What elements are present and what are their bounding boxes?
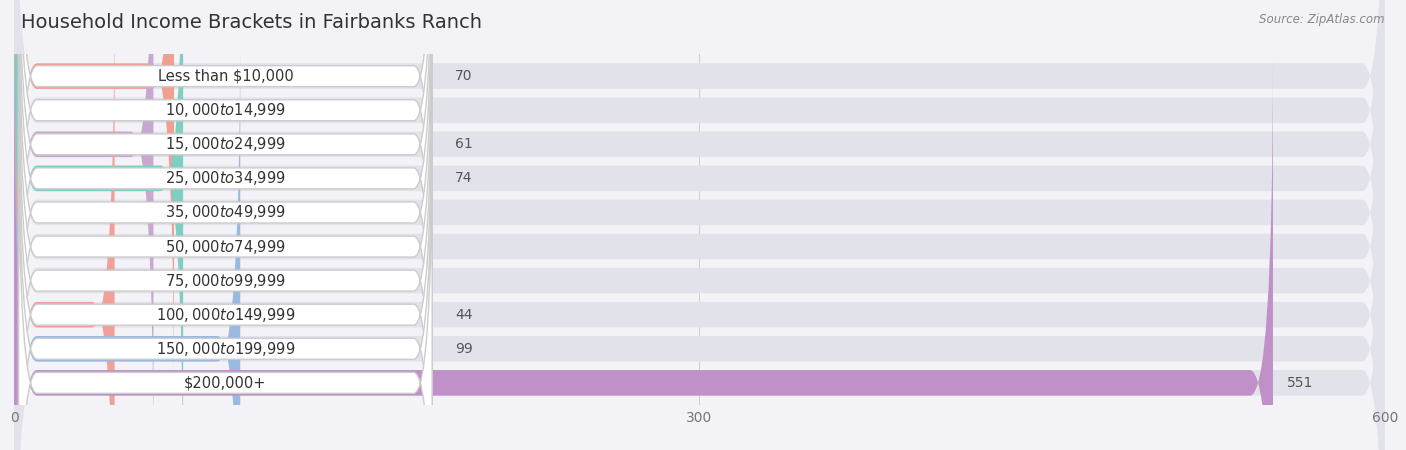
- Text: 99: 99: [456, 342, 472, 356]
- FancyBboxPatch shape: [14, 21, 240, 450]
- FancyBboxPatch shape: [14, 0, 1385, 450]
- Text: Source: ZipAtlas.com: Source: ZipAtlas.com: [1260, 14, 1385, 27]
- FancyBboxPatch shape: [14, 0, 115, 450]
- Text: 70: 70: [456, 69, 472, 83]
- FancyBboxPatch shape: [18, 87, 432, 450]
- FancyBboxPatch shape: [14, 21, 1385, 450]
- Text: 44: 44: [456, 308, 472, 322]
- Text: $200,000+: $200,000+: [184, 375, 267, 390]
- Text: $75,000 to $99,999: $75,000 to $99,999: [165, 272, 285, 290]
- FancyBboxPatch shape: [14, 0, 183, 450]
- FancyBboxPatch shape: [14, 0, 1385, 404]
- Text: 74: 74: [456, 171, 472, 185]
- Text: 61: 61: [456, 137, 472, 151]
- FancyBboxPatch shape: [14, 55, 1385, 450]
- FancyBboxPatch shape: [18, 0, 432, 338]
- FancyBboxPatch shape: [18, 0, 432, 441]
- FancyBboxPatch shape: [14, 55, 1272, 450]
- FancyBboxPatch shape: [14, 0, 1385, 438]
- FancyBboxPatch shape: [14, 0, 153, 450]
- FancyBboxPatch shape: [18, 0, 432, 406]
- Text: $25,000 to $34,999: $25,000 to $34,999: [165, 169, 285, 187]
- FancyBboxPatch shape: [18, 18, 432, 450]
- FancyBboxPatch shape: [14, 0, 1385, 450]
- Text: 551: 551: [1286, 376, 1313, 390]
- FancyBboxPatch shape: [18, 0, 432, 372]
- FancyBboxPatch shape: [14, 0, 1385, 450]
- FancyBboxPatch shape: [14, 0, 1385, 450]
- Text: $35,000 to $49,999: $35,000 to $49,999: [165, 203, 285, 221]
- FancyBboxPatch shape: [14, 0, 1385, 450]
- FancyBboxPatch shape: [14, 0, 1385, 450]
- Text: Less than $10,000: Less than $10,000: [157, 69, 294, 84]
- Text: $150,000 to $199,999: $150,000 to $199,999: [156, 340, 295, 358]
- FancyBboxPatch shape: [18, 0, 432, 450]
- FancyBboxPatch shape: [18, 121, 432, 450]
- FancyBboxPatch shape: [18, 53, 432, 450]
- Text: Household Income Brackets in Fairbanks Ranch: Household Income Brackets in Fairbanks R…: [21, 14, 482, 32]
- FancyBboxPatch shape: [14, 0, 174, 404]
- Text: $10,000 to $14,999: $10,000 to $14,999: [165, 101, 285, 119]
- Text: $100,000 to $149,999: $100,000 to $149,999: [156, 306, 295, 324]
- FancyBboxPatch shape: [18, 0, 432, 450]
- Text: $15,000 to $24,999: $15,000 to $24,999: [165, 135, 285, 153]
- Text: $50,000 to $74,999: $50,000 to $74,999: [165, 238, 285, 256]
